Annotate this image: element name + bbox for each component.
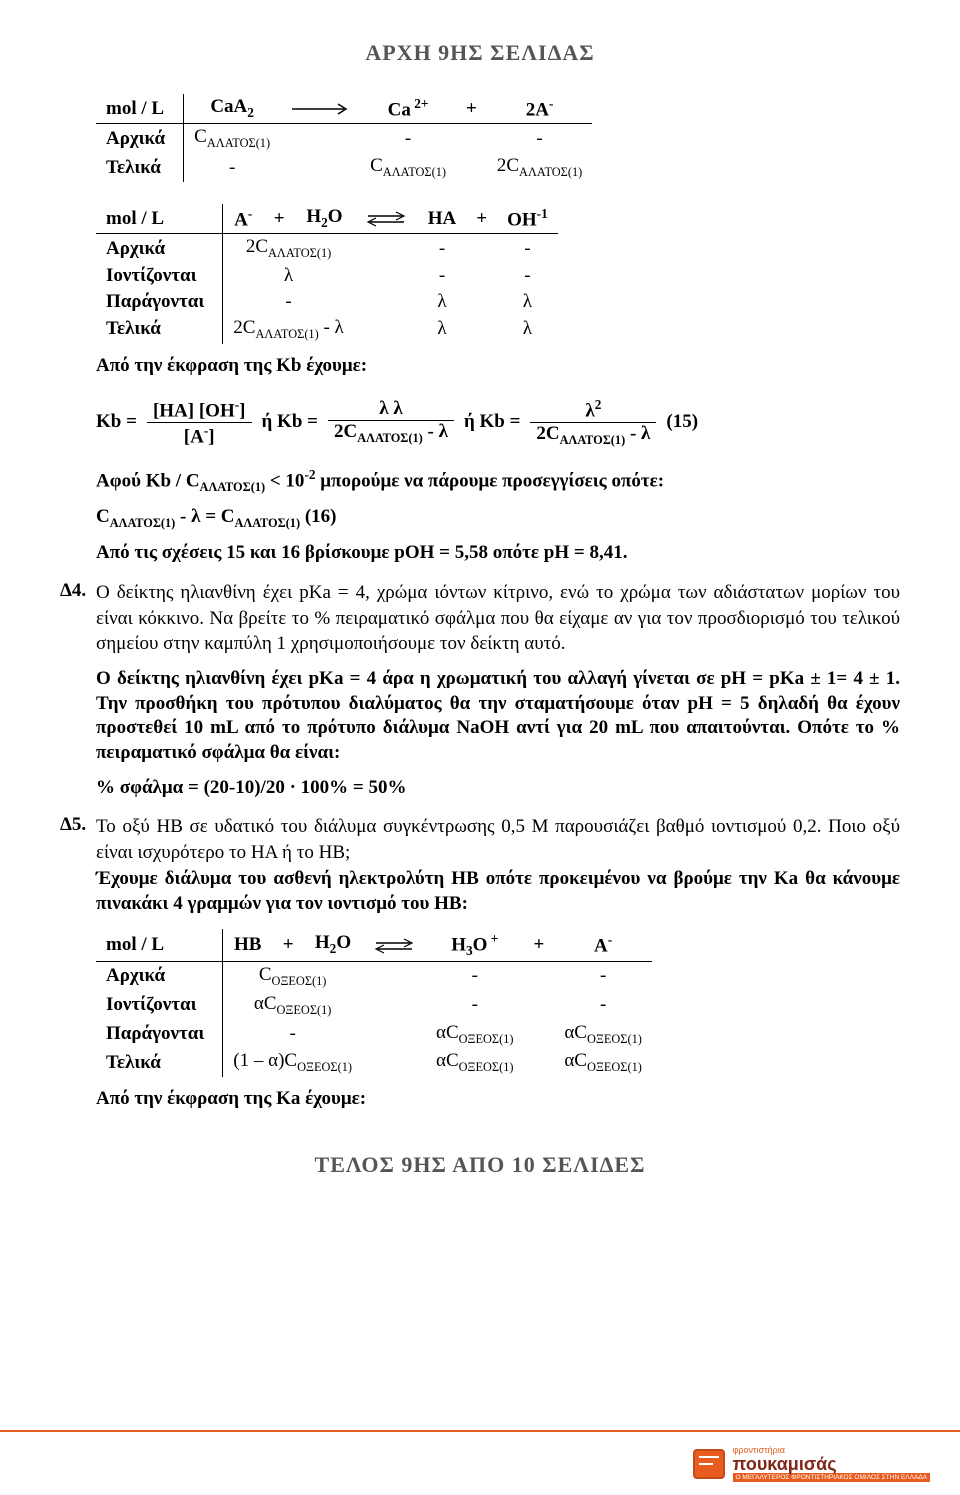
approx-eq: CΑΛΑΤΟΣ(1) - λ = CΑΛΑΤΟΣ(1) (16) bbox=[96, 505, 900, 531]
table-row: Τελικά (1 – α)CΟΞΕΟΣ(1) αCΟΞΕΟΣ(1) αCΟΞΕ… bbox=[96, 1048, 652, 1077]
error-formula: % σφάλμα = (20-10)/20 · 100% = 50% bbox=[96, 776, 900, 801]
table-row: Τελικά 2CΑΛΑΤΟΣ(1) - λ λ λ bbox=[96, 315, 558, 344]
kb-equation: Kb = [HA] [OH-] [A-] ή Kb = λ λ 2CΑΛΑΤΟΣ… bbox=[96, 397, 900, 449]
equilibrium-icon bbox=[364, 210, 408, 228]
page-header: ΑΡΧΗ 9ΗΣ ΣΕΛΙΔΑΣ bbox=[60, 40, 900, 66]
logo-icon bbox=[693, 1449, 725, 1479]
kb-intro: Από την έκφραση της Kb έχουμε: bbox=[96, 354, 900, 379]
footer-bar: φροντιστήρια πουκαμισάς Ο ΜΕΓΑΛΥΤΕΡΟΣ ΦΡ… bbox=[0, 1430, 960, 1495]
arrow-icon bbox=[290, 102, 350, 116]
page-footer: ΤΕΛΟΣ 9ΗΣ ΑΠΟ 10 ΣΕΛΙΔΕΣ bbox=[60, 1152, 900, 1178]
table-row: Παράγονται - αCΟΞΕΟΣ(1) αCΟΞΕΟΣ(1) bbox=[96, 1020, 652, 1049]
reaction-table-1: mol / L CaA2 Ca 2+ + 2A- Αρχικά CΑΛΑΤΟΣ(… bbox=[96, 94, 900, 182]
equilibrium-icon bbox=[372, 937, 416, 955]
t1-hdr-label: mol / L bbox=[96, 94, 184, 124]
approx-text: Αφού Kb / CΑΛΑΤΟΣ(1) < 10-2 μπορούμε να … bbox=[96, 466, 900, 495]
d4-question: Δ4. Ο δείκτης ηλιανθίνη έχει pKa = 4, χρ… bbox=[60, 580, 900, 657]
table-row: Τελικά - CΑΛΑΤΟΣ(1) 2CΑΛΑΤΟΣ(1) bbox=[96, 153, 592, 182]
reaction-table-3: mol / L HB + H2O H3O + + A- Αρχικά CΟΞΕΟ… bbox=[96, 929, 900, 1077]
ka-intro: Από την έκφραση της Ka έχουμε: bbox=[96, 1087, 900, 1112]
logo-line3: Ο ΜΕΓΑΛΥΤΕΡΟΣ ΦΡΟΝΤΙΣΤΗΡΙΑΚΟΣ ΟΜΙΛΟΣ ΣΤΗ… bbox=[733, 1473, 930, 1482]
d4-answer: Ο δείκτης ηλιανθίνη έχει pKa = 4 άρα η χ… bbox=[96, 667, 900, 766]
d5-question: Δ5. Το οξύ HB σε υδατικό του διάλυμα συγ… bbox=[60, 814, 900, 917]
table-row: Αρχικά CΟΞΕΟΣ(1) - - bbox=[96, 961, 652, 990]
table-row: Αρχικά 2CΑΛΑΤΟΣ(1) - - bbox=[96, 234, 558, 263]
relations-text: Από τις σχέσεις 15 και 16 βρίσκουμε pOH … bbox=[96, 541, 900, 566]
logo-line2: πουκαμισάς bbox=[733, 1455, 930, 1473]
table-row: Ιοντίζονται αCΟΞΕΟΣ(1) - - bbox=[96, 991, 652, 1020]
reaction-table-2: mol / L A- + H2O HA + OH-1 Αρχικά 2CΑΛΑΤ… bbox=[96, 204, 900, 344]
table-row: Αρχικά CΑΛΑΤΟΣ(1) - - bbox=[96, 124, 592, 153]
brand-logo: φροντιστήρια πουκαμισάς Ο ΜΕΓΑΛΥΤΕΡΟΣ ΦΡ… bbox=[693, 1445, 930, 1482]
table-row: Παράγονται - λ λ bbox=[96, 289, 558, 315]
table-row: Ιοντίζονται λ - - bbox=[96, 263, 558, 289]
